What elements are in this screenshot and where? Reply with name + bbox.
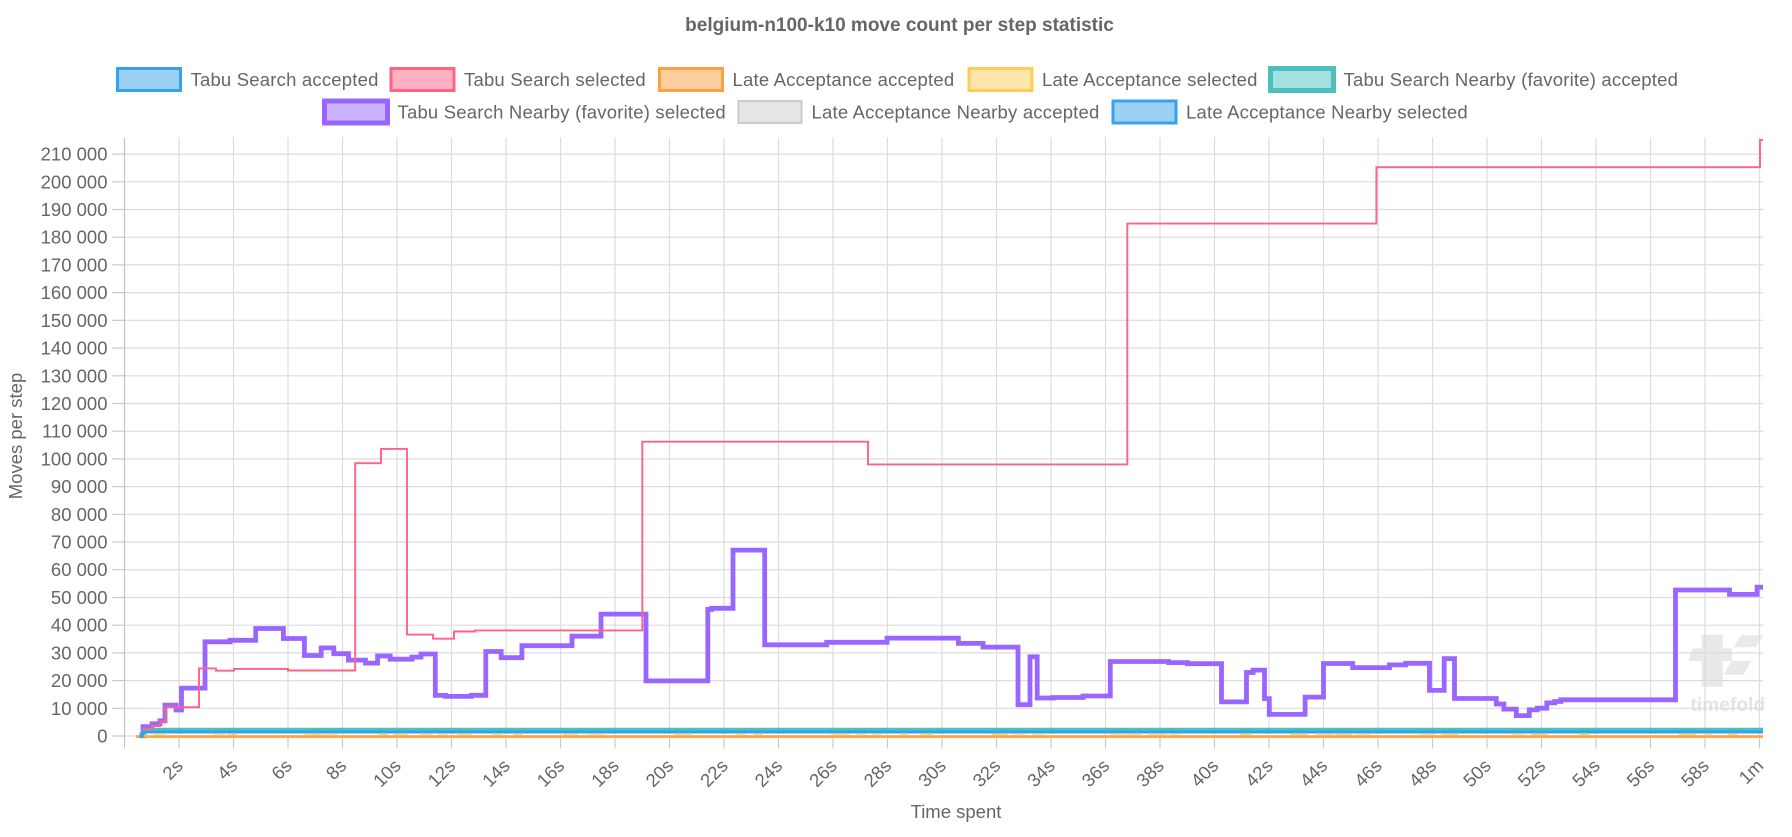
svg-text:200 000: 200 000 bbox=[41, 171, 108, 192]
svg-text:0: 0 bbox=[97, 726, 107, 747]
svg-text:160 000: 160 000 bbox=[41, 282, 108, 303]
svg-text:50 000: 50 000 bbox=[51, 587, 108, 608]
svg-text:70 000: 70 000 bbox=[51, 532, 108, 553]
svg-text:80 000: 80 000 bbox=[51, 504, 108, 525]
svg-text:Tabu Search accepted: Tabu Search accepted bbox=[191, 69, 379, 90]
svg-text:Late Acceptance selected: Late Acceptance selected bbox=[1042, 69, 1258, 90]
svg-text:60 000: 60 000 bbox=[51, 559, 108, 580]
svg-text:20 000: 20 000 bbox=[51, 670, 108, 691]
svg-text:140 000: 140 000 bbox=[41, 338, 108, 359]
svg-text:150 000: 150 000 bbox=[41, 310, 108, 331]
svg-text:30 000: 30 000 bbox=[51, 642, 108, 663]
svg-text:Late Acceptance Nearby selecte: Late Acceptance Nearby selected bbox=[1186, 102, 1468, 123]
svg-text:170 000: 170 000 bbox=[41, 254, 108, 275]
svg-text:90 000: 90 000 bbox=[51, 476, 108, 497]
svg-text:190 000: 190 000 bbox=[41, 199, 108, 220]
svg-text:130 000: 130 000 bbox=[41, 365, 108, 386]
svg-text:timefold: timefold bbox=[1691, 695, 1766, 716]
svg-text:Tabu Search selected: Tabu Search selected bbox=[464, 69, 646, 90]
svg-text:Tabu Search Nearby (favorite): Tabu Search Nearby (favorite) accepted bbox=[1344, 69, 1679, 90]
svg-text:Tabu Search Nearby (favorite): Tabu Search Nearby (favorite) selected bbox=[398, 102, 726, 123]
svg-text:210 000: 210 000 bbox=[41, 144, 108, 165]
svg-text:180 000: 180 000 bbox=[41, 227, 108, 248]
svg-text:Time spent: Time spent bbox=[911, 801, 1002, 822]
svg-text:110 000: 110 000 bbox=[42, 421, 108, 442]
svg-text:100 000: 100 000 bbox=[41, 448, 108, 469]
svg-text:120 000: 120 000 bbox=[41, 393, 108, 414]
svg-text:Late Acceptance Nearby accepte: Late Acceptance Nearby accepted bbox=[812, 102, 1100, 123]
svg-text:Moves per step: Moves per step bbox=[5, 373, 26, 499]
svg-text:belgium-n100-k10 move count pe: belgium-n100-k10 move count per step sta… bbox=[685, 15, 1114, 36]
svg-text:40 000: 40 000 bbox=[51, 615, 108, 636]
svg-text:Late Acceptance accepted: Late Acceptance accepted bbox=[733, 69, 955, 90]
svg-text:10 000: 10 000 bbox=[51, 698, 108, 719]
